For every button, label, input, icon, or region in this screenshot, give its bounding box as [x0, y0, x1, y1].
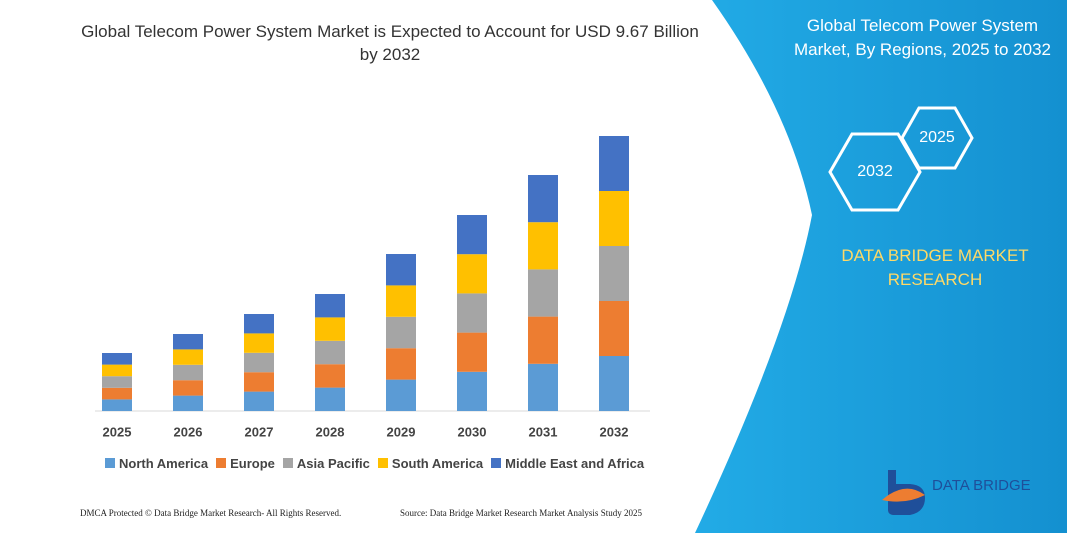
- bar-segment: [173, 349, 203, 365]
- hexagon-label: 2025: [919, 129, 955, 146]
- legend-label: Europe: [230, 456, 275, 471]
- x-tick-label: 2029: [387, 424, 416, 439]
- hexagon-label: 2032: [857, 163, 893, 180]
- bar-segment: [244, 391, 274, 411]
- chart-title: Global Telecom Power System Market is Ex…: [81, 22, 699, 64]
- bar-segment: [244, 352, 274, 373]
- bar-segment: [244, 333, 274, 353]
- x-tick-label: 2028: [316, 424, 345, 439]
- bar-segment: [599, 246, 629, 301]
- bar-segment: [457, 371, 487, 411]
- bar-segment: [457, 332, 487, 372]
- bar-segment: [386, 379, 416, 411]
- bar-segment: [102, 399, 132, 411]
- bar-segment: [528, 175, 558, 223]
- x-tick-label: 2025: [103, 424, 132, 439]
- bar-segment: [386, 316, 416, 349]
- legend-label: North America: [119, 456, 209, 471]
- bar-segment: [173, 334, 203, 350]
- legend-item: Asia Pacific: [282, 456, 370, 471]
- bar-segment: [102, 353, 132, 365]
- bar-segment: [386, 285, 416, 317]
- x-tick-label: 2032: [600, 424, 629, 439]
- legend-label: Middle East and Africa: [505, 456, 645, 471]
- bar-segment: [244, 372, 274, 392]
- bar-segment: [173, 395, 203, 411]
- bar-segment: [102, 376, 132, 388]
- logo-text: DATA BRIDGE: [932, 477, 1031, 494]
- bar-segment: [173, 380, 203, 396]
- legend-label: Asia Pacific: [296, 456, 370, 471]
- legend-swatch: [105, 458, 115, 468]
- brand: DATA BRIDGE MARKET RESEARCH: [841, 246, 1029, 289]
- bar-segment: [528, 222, 558, 270]
- bar-segment: [457, 254, 487, 294]
- legend-swatch: [491, 458, 502, 468]
- x-tick-label: 2027: [245, 424, 274, 439]
- bar-segment: [244, 314, 274, 334]
- bar-segment: [102, 364, 132, 377]
- logo-icon: [882, 470, 925, 515]
- legend-item: Middle East and Africa: [491, 456, 644, 471]
- hexagon: [828, 132, 922, 212]
- bar-segment: [315, 340, 345, 365]
- bar-segment: [102, 387, 132, 400]
- bar-segment: [457, 215, 487, 255]
- legend-swatch: [216, 458, 227, 468]
- bar-segment: [528, 363, 558, 411]
- hexagon: [900, 106, 974, 170]
- x-tick-label: 2031: [529, 424, 558, 439]
- side-title: Global Telecom Power System Market, By R…: [793, 16, 1052, 59]
- bar-segment: [315, 317, 345, 341]
- bar-segment: [599, 301, 629, 356]
- source: Source: Data Bridge Market Research Mark…: [400, 508, 642, 518]
- legend-item: North America: [105, 456, 208, 471]
- legend-label: South America: [391, 456, 484, 471]
- bar-segment: [386, 348, 416, 380]
- bar-segment: [528, 316, 558, 364]
- bar-segment: [173, 364, 203, 381]
- bar-segment: [315, 387, 345, 411]
- bar-segment: [528, 269, 558, 317]
- x-tick-label: 2030: [458, 424, 487, 439]
- legend: North America Europe Asia Pacific South Ame…: [105, 456, 652, 471]
- bar-segment: [315, 294, 345, 318]
- legend-item: South America: [377, 456, 484, 471]
- bar-segment: [599, 191, 629, 246]
- bar-segment: [599, 356, 629, 411]
- copyright: DMCA Protected © Data Bridge Market Rese…: [80, 508, 342, 518]
- bar-segment: [457, 293, 487, 333]
- legend-item: Europe: [216, 456, 275, 471]
- bar-segment: [315, 364, 345, 388]
- side-panel-bg: [695, 0, 1067, 533]
- legend-swatch: [282, 458, 293, 468]
- legend-swatch: [377, 458, 388, 468]
- bar-segment: [599, 136, 629, 191]
- x-tick-label: 2026: [174, 424, 203, 439]
- bar-segment: [386, 254, 416, 286]
